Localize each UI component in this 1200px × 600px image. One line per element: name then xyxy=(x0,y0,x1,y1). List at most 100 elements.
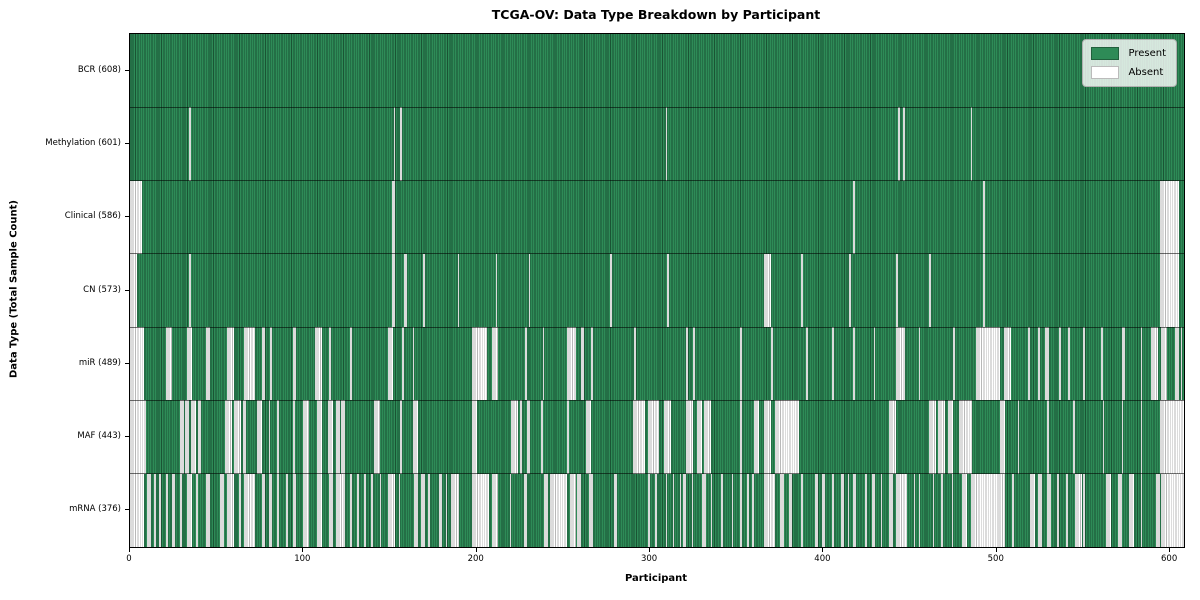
absent-stripe xyxy=(1121,327,1126,401)
absent-stripe xyxy=(1067,327,1070,401)
absent-stripe xyxy=(525,327,527,401)
absent-stripe xyxy=(147,473,151,547)
absent-stripe xyxy=(852,180,855,254)
absent-stripe xyxy=(1140,400,1143,474)
absent-stripe xyxy=(679,473,682,547)
x-tick xyxy=(995,548,997,552)
absent-stripe xyxy=(154,473,156,547)
absent-stripe xyxy=(747,473,749,547)
absent-stripe xyxy=(317,473,323,547)
absent-stripe xyxy=(190,400,196,474)
absent-stripe xyxy=(1057,473,1060,547)
absent-stripe xyxy=(1012,473,1015,547)
absent-stripe xyxy=(292,327,297,401)
absent-stripe xyxy=(683,473,687,547)
absent-stripe xyxy=(686,327,689,401)
absent-stripe xyxy=(1161,473,1184,547)
absent-stripe xyxy=(764,400,772,474)
absent-stripe xyxy=(764,473,775,547)
absent-stripe xyxy=(1045,327,1049,401)
absent-stripe xyxy=(350,327,352,401)
absent-stripe xyxy=(880,473,883,547)
absent-stripe xyxy=(450,473,460,547)
y-tick xyxy=(125,142,129,144)
absent-stripe xyxy=(932,473,935,547)
row-separator xyxy=(130,473,1184,475)
absent-stripe xyxy=(788,473,793,547)
absent-stripe xyxy=(852,327,855,401)
absent-stripe xyxy=(1000,400,1006,474)
x-tick xyxy=(649,548,651,552)
absent-stripe xyxy=(187,327,193,401)
absent-stripe xyxy=(948,400,954,474)
absent-stripe xyxy=(317,400,323,474)
absent-stripe xyxy=(975,327,1001,401)
absent-stripe xyxy=(336,473,345,547)
absent-stripe xyxy=(1047,400,1049,474)
absent-stripe xyxy=(523,473,527,547)
absent-stripe xyxy=(764,253,772,328)
absent-stripe xyxy=(188,107,191,181)
absent-stripe xyxy=(244,327,255,401)
absent-stripe xyxy=(821,473,826,547)
absent-stripe xyxy=(412,327,415,401)
absent-stripe xyxy=(1073,400,1075,474)
x-tick xyxy=(302,548,304,552)
absent-stripe xyxy=(292,400,295,474)
absent-stripe xyxy=(234,400,241,474)
absent-stripe xyxy=(244,473,255,547)
absent-stripe xyxy=(206,473,210,547)
absent-stripe xyxy=(889,400,897,474)
x-tick xyxy=(475,548,477,552)
absent-stripe xyxy=(953,327,956,401)
absent-stripe xyxy=(187,473,193,547)
absent-stripe xyxy=(130,253,137,328)
absent-stripe xyxy=(379,473,382,547)
absent-stripe xyxy=(509,473,512,547)
absent-stripe xyxy=(951,473,954,547)
absent-stripe xyxy=(195,473,198,547)
absent-stripe xyxy=(159,473,162,547)
heatmap-row-MAF xyxy=(130,400,1184,474)
absent-stripe xyxy=(286,473,288,547)
absent-stripe xyxy=(268,473,273,547)
absent-stripe xyxy=(303,473,309,547)
absent-stripe xyxy=(800,473,803,547)
absent-stripe xyxy=(873,327,876,401)
absent-stripe xyxy=(577,473,581,547)
absent-stripe xyxy=(1038,327,1041,401)
absent-stripe xyxy=(896,253,898,328)
y-tick-label-CN: CN (573) xyxy=(83,284,121,295)
y-tick xyxy=(125,509,129,511)
absent-stripe xyxy=(814,473,819,547)
absent-stripe xyxy=(471,473,489,547)
absent-stripe xyxy=(634,327,637,401)
absent-stripe xyxy=(655,473,657,547)
y-tick xyxy=(125,69,129,71)
absent-stripe xyxy=(270,327,273,401)
absent-stripe xyxy=(1083,327,1086,401)
absent-stripe xyxy=(941,473,944,547)
absent-stripe xyxy=(591,327,593,401)
y-tick-label-mRNA: mRNA (376) xyxy=(69,504,121,515)
row-separator xyxy=(130,399,1184,401)
absent-stripe xyxy=(256,400,262,474)
absent-stripe xyxy=(840,473,845,547)
absent-stripe xyxy=(1180,327,1183,401)
absent-stripe xyxy=(1175,327,1179,401)
absent-stripe xyxy=(896,327,905,401)
absent-stripe xyxy=(188,253,191,328)
absent-stripe xyxy=(832,327,834,401)
absent-stripe xyxy=(1128,473,1134,547)
absent-stripe xyxy=(239,473,241,547)
absent-stripe xyxy=(540,400,543,474)
absent-stripe xyxy=(421,473,425,547)
absent-stripe xyxy=(130,473,144,547)
absent-stripe xyxy=(774,400,800,474)
absent-stripe xyxy=(665,473,668,547)
y-tick-label-MAF: MAF (443) xyxy=(77,431,121,442)
absent-stripe xyxy=(492,327,498,401)
absent-stripe xyxy=(1151,327,1158,401)
x-tick-label: 600 xyxy=(1161,554,1178,564)
